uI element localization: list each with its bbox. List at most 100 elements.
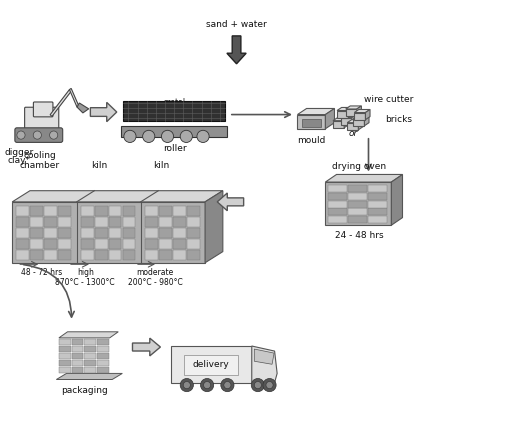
FancyBboxPatch shape bbox=[109, 206, 121, 216]
Circle shape bbox=[124, 130, 136, 143]
FancyBboxPatch shape bbox=[369, 185, 387, 192]
FancyBboxPatch shape bbox=[302, 119, 321, 127]
FancyBboxPatch shape bbox=[145, 217, 158, 227]
FancyBboxPatch shape bbox=[97, 353, 109, 359]
FancyBboxPatch shape bbox=[348, 185, 367, 192]
Polygon shape bbox=[340, 114, 356, 118]
FancyBboxPatch shape bbox=[122, 217, 136, 227]
FancyBboxPatch shape bbox=[109, 250, 121, 260]
FancyBboxPatch shape bbox=[84, 360, 96, 366]
FancyBboxPatch shape bbox=[173, 206, 186, 216]
Polygon shape bbox=[353, 116, 369, 119]
FancyBboxPatch shape bbox=[84, 346, 96, 352]
FancyBboxPatch shape bbox=[95, 228, 108, 238]
FancyBboxPatch shape bbox=[328, 193, 347, 200]
Polygon shape bbox=[346, 106, 361, 109]
Text: sand + water: sand + water bbox=[206, 20, 267, 29]
Text: kiln: kiln bbox=[153, 161, 169, 170]
Polygon shape bbox=[337, 111, 348, 118]
Circle shape bbox=[143, 130, 155, 143]
Text: mould: mould bbox=[297, 136, 326, 145]
FancyBboxPatch shape bbox=[30, 228, 43, 238]
FancyBboxPatch shape bbox=[44, 228, 57, 238]
FancyBboxPatch shape bbox=[16, 206, 29, 216]
Polygon shape bbox=[90, 103, 117, 122]
FancyBboxPatch shape bbox=[95, 250, 108, 260]
Circle shape bbox=[197, 130, 209, 143]
FancyBboxPatch shape bbox=[81, 217, 94, 227]
Circle shape bbox=[204, 381, 210, 389]
Text: roller: roller bbox=[163, 144, 186, 153]
Polygon shape bbox=[358, 120, 363, 130]
Polygon shape bbox=[325, 182, 391, 225]
FancyBboxPatch shape bbox=[81, 206, 94, 216]
FancyBboxPatch shape bbox=[348, 208, 367, 215]
Polygon shape bbox=[354, 113, 366, 120]
FancyBboxPatch shape bbox=[72, 360, 83, 366]
Polygon shape bbox=[352, 114, 356, 125]
FancyBboxPatch shape bbox=[97, 367, 109, 373]
Polygon shape bbox=[56, 373, 122, 379]
FancyBboxPatch shape bbox=[145, 239, 158, 249]
Polygon shape bbox=[354, 109, 370, 113]
Polygon shape bbox=[297, 114, 325, 129]
FancyBboxPatch shape bbox=[72, 339, 83, 345]
Polygon shape bbox=[366, 109, 370, 120]
FancyBboxPatch shape bbox=[58, 250, 71, 260]
Text: clay*: clay* bbox=[8, 156, 31, 165]
Text: bricks: bricks bbox=[386, 114, 413, 124]
FancyBboxPatch shape bbox=[30, 206, 43, 216]
FancyBboxPatch shape bbox=[97, 346, 109, 352]
FancyBboxPatch shape bbox=[84, 367, 96, 373]
Text: wire cutter: wire cutter bbox=[364, 95, 414, 104]
Polygon shape bbox=[254, 349, 274, 364]
FancyBboxPatch shape bbox=[95, 239, 108, 249]
FancyBboxPatch shape bbox=[59, 353, 71, 359]
Polygon shape bbox=[337, 108, 353, 111]
Text: packaging: packaging bbox=[61, 386, 108, 395]
FancyBboxPatch shape bbox=[109, 239, 121, 249]
FancyBboxPatch shape bbox=[16, 228, 29, 238]
FancyBboxPatch shape bbox=[30, 239, 43, 249]
FancyBboxPatch shape bbox=[187, 250, 200, 260]
FancyBboxPatch shape bbox=[81, 239, 94, 249]
Polygon shape bbox=[217, 193, 244, 211]
FancyBboxPatch shape bbox=[173, 217, 186, 227]
Circle shape bbox=[221, 379, 234, 392]
FancyBboxPatch shape bbox=[58, 228, 71, 238]
Polygon shape bbox=[325, 108, 334, 129]
Polygon shape bbox=[252, 346, 277, 383]
FancyBboxPatch shape bbox=[184, 354, 238, 375]
FancyBboxPatch shape bbox=[369, 193, 387, 200]
FancyBboxPatch shape bbox=[145, 250, 158, 260]
Circle shape bbox=[224, 381, 231, 389]
FancyBboxPatch shape bbox=[72, 346, 83, 352]
FancyBboxPatch shape bbox=[122, 206, 136, 216]
Polygon shape bbox=[325, 174, 402, 182]
FancyBboxPatch shape bbox=[159, 206, 172, 216]
Polygon shape bbox=[205, 191, 223, 263]
Polygon shape bbox=[353, 119, 365, 126]
Polygon shape bbox=[297, 108, 334, 114]
Circle shape bbox=[180, 379, 194, 392]
FancyBboxPatch shape bbox=[58, 206, 71, 216]
Text: kiln: kiln bbox=[91, 161, 108, 170]
Polygon shape bbox=[70, 88, 79, 107]
FancyBboxPatch shape bbox=[173, 250, 186, 260]
FancyBboxPatch shape bbox=[122, 239, 136, 249]
FancyBboxPatch shape bbox=[159, 239, 172, 249]
FancyBboxPatch shape bbox=[15, 128, 62, 142]
FancyBboxPatch shape bbox=[44, 206, 57, 216]
FancyBboxPatch shape bbox=[25, 107, 59, 131]
Text: digger: digger bbox=[5, 148, 34, 157]
FancyBboxPatch shape bbox=[348, 201, 367, 208]
Polygon shape bbox=[391, 174, 402, 225]
FancyBboxPatch shape bbox=[59, 367, 71, 373]
FancyBboxPatch shape bbox=[95, 206, 108, 216]
FancyBboxPatch shape bbox=[328, 185, 347, 192]
FancyBboxPatch shape bbox=[33, 102, 53, 117]
FancyBboxPatch shape bbox=[122, 250, 136, 260]
FancyBboxPatch shape bbox=[187, 217, 200, 227]
Circle shape bbox=[17, 131, 25, 139]
Text: drying oven: drying oven bbox=[332, 162, 387, 171]
